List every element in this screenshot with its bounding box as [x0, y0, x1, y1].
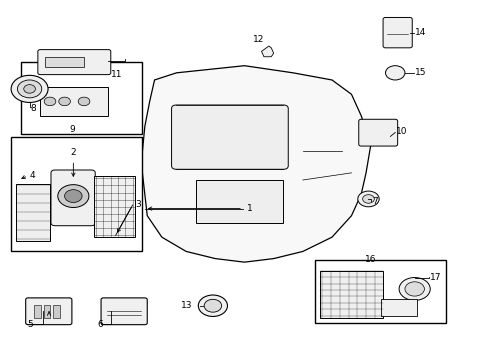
Circle shape	[58, 185, 89, 207]
Circle shape	[11, 75, 48, 103]
Text: 4: 4	[30, 171, 35, 180]
Bar	[314, 260, 446, 323]
Circle shape	[362, 195, 373, 203]
Text: 14: 14	[414, 28, 425, 37]
Polygon shape	[261, 46, 273, 57]
Bar	[196, 180, 283, 223]
Circle shape	[64, 190, 82, 203]
Circle shape	[398, 278, 429, 300]
Text: 10: 10	[395, 127, 407, 136]
Text: 17: 17	[429, 273, 441, 282]
Circle shape	[203, 299, 221, 312]
Text: 12: 12	[253, 35, 264, 44]
FancyBboxPatch shape	[358, 119, 397, 146]
Circle shape	[24, 85, 35, 93]
Text: 9: 9	[69, 125, 75, 134]
Text: 13: 13	[181, 301, 192, 310]
Bar	[94, 176, 135, 237]
FancyBboxPatch shape	[171, 105, 287, 169]
FancyBboxPatch shape	[26, 298, 72, 325]
Polygon shape	[142, 66, 370, 262]
FancyBboxPatch shape	[38, 50, 111, 75]
Bar	[21, 62, 142, 134]
Bar	[380, 298, 416, 316]
Bar	[11, 137, 142, 251]
Text: 16: 16	[365, 255, 376, 264]
Bar	[45, 57, 84, 67]
Text: 8: 8	[30, 104, 36, 113]
Text: 2: 2	[70, 148, 76, 157]
Text: 3: 3	[135, 200, 141, 209]
FancyBboxPatch shape	[382, 18, 411, 48]
FancyBboxPatch shape	[51, 170, 95, 226]
Bar	[16, 184, 50, 241]
Text: 5: 5	[27, 320, 33, 329]
Circle shape	[78, 97, 90, 106]
Circle shape	[59, 97, 70, 106]
Circle shape	[385, 66, 404, 80]
Bar	[34, 305, 41, 318]
Text: 6: 6	[98, 320, 103, 329]
Circle shape	[404, 282, 424, 296]
Bar	[319, 271, 382, 318]
Circle shape	[198, 295, 227, 316]
Bar	[53, 305, 60, 318]
Circle shape	[357, 191, 378, 207]
Text: 1: 1	[246, 204, 252, 213]
Circle shape	[18, 80, 41, 98]
Bar	[40, 87, 108, 116]
Text: 11: 11	[111, 70, 122, 79]
Circle shape	[44, 97, 56, 106]
FancyBboxPatch shape	[101, 298, 147, 325]
Text: 7: 7	[372, 197, 377, 206]
Bar	[43, 305, 50, 318]
Text: 15: 15	[414, 68, 426, 77]
